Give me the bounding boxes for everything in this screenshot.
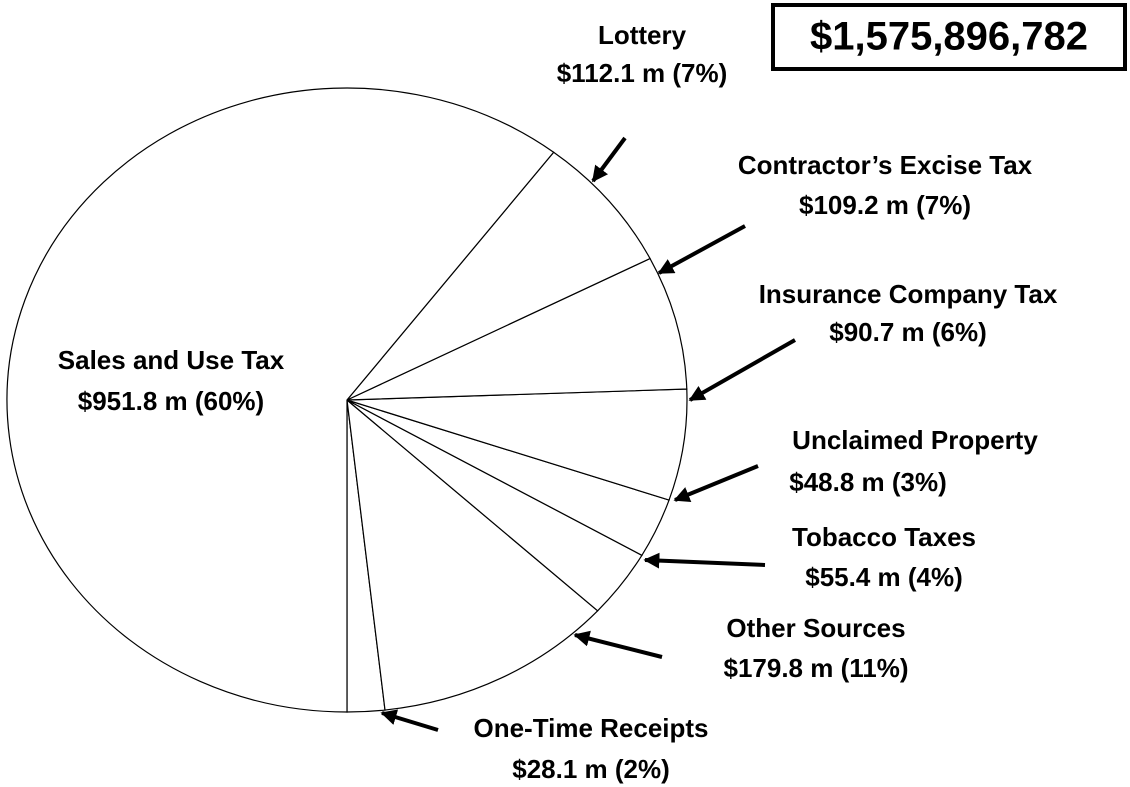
leader-arrow: [380, 709, 439, 732]
value-label: $55.4 m (4%): [805, 562, 963, 592]
leader-arrow: [688, 338, 796, 402]
total: $1,575,896,782: [810, 15, 1088, 59]
value-label: $109.2 m (7%): [799, 190, 971, 220]
pie-slice: [346, 151, 651, 401]
leader-arrow: [673, 464, 759, 502]
value-label: $90.7 m (6%): [829, 317, 987, 347]
slice-label: Contractor’s Excise Tax: [738, 150, 1033, 180]
pie-slice: [346, 388, 688, 501]
slice-label: Unclaimed Property: [792, 425, 1038, 455]
value-label: $179.8 m (11%): [723, 653, 908, 683]
slice-label: One-Time Receipts: [473, 713, 708, 743]
value-label: $28.1 m (2%): [512, 754, 670, 784]
pie-slice: [346, 257, 688, 401]
total-box: [771, 3, 1127, 71]
slice-label: Other Sources: [726, 613, 905, 643]
leader-arrow: [591, 136, 627, 183]
slice-label: Lottery: [598, 20, 687, 50]
leader-arrow: [573, 630, 663, 659]
pie-slice: [346, 398, 599, 711]
value-label: $48.8 m (3%): [789, 467, 947, 497]
slice-label: Sales and Use Tax: [58, 345, 285, 375]
leader-arrow: [657, 224, 746, 275]
leader-arrow: [643, 552, 766, 569]
value-label: $951.8 m (60%): [78, 386, 264, 416]
pie-slice: [6, 87, 555, 713]
slice-label: Tobacco Taxes: [792, 522, 976, 552]
value-label: $112.1 m (7%): [557, 58, 728, 88]
slice-label: Insurance Company Tax: [759, 279, 1058, 309]
